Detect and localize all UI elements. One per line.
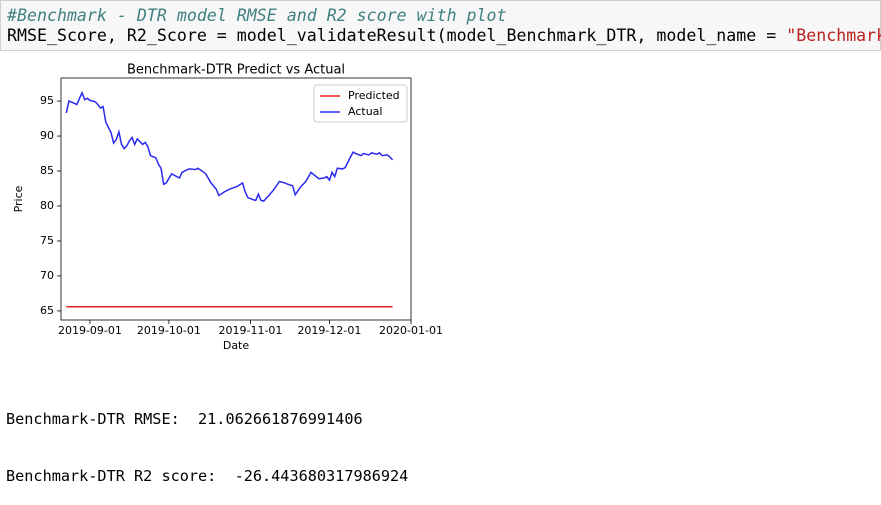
code-line: RMSE_Score, R2_Score = model_validateRes… <box>7 26 881 45</box>
x-tick-label: 2019-09-01 <box>58 324 122 337</box>
y-tick-label: 65 <box>40 304 54 317</box>
axes-frame <box>60 77 412 321</box>
code-cell[interactable]: #Benchmark - DTR model RMSE and R2 score… <box>0 0 881 51</box>
notebook: Benchmark-DTR Predict vs Actual Date Pri… <box>0 0 881 485</box>
data-line <box>65 90 394 202</box>
y-tick-label: 95 <box>40 94 54 107</box>
x-tick-label: 2019-12-01 <box>297 324 361 337</box>
code-string: "Benchmark-DTR" <box>786 26 881 45</box>
code-text: RMSE_Score, R2_Score = model_validateRes… <box>7 26 787 45</box>
chart-title: Benchmark-DTR Predict vs Actual <box>127 63 345 78</box>
x-tick-label: 2019-11-01 <box>219 324 283 337</box>
x-tick-label: 2020-01-01 <box>379 324 443 337</box>
y-axis-label: Price <box>12 185 25 212</box>
x-tick-label: 2019-10-01 <box>137 324 201 337</box>
x-axis-label: Date <box>223 339 250 352</box>
y-tick-label: 85 <box>40 164 54 177</box>
output: Benchmark-DTR RMSE: 21.062661876991406 B… <box>6 372 408 505</box>
legend-label: Actual <box>348 105 382 118</box>
code-comment: #Benchmark - DTR model RMSE and R2 score… <box>7 6 507 25</box>
y-tick-label: 80 <box>40 199 54 212</box>
y-tick-label: 75 <box>40 234 54 247</box>
y-tick-label: 90 <box>40 129 54 142</box>
output-line: Benchmark-DTR R2 score: -26.443680317986… <box>6 467 409 485</box>
legend-label: Predicted <box>348 89 400 102</box>
chart: Benchmark-DTR Predict vs Actual Date Pri… <box>12 63 443 353</box>
y-tick-label: 70 <box>40 269 54 282</box>
